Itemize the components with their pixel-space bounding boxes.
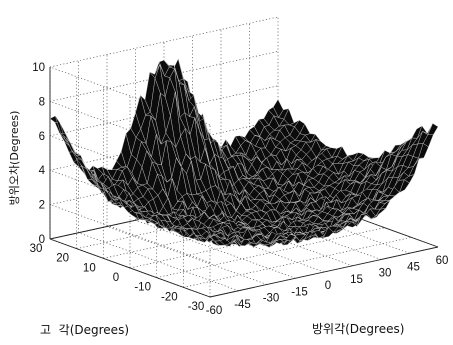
elevation-axis-label: 고 각(Degrees) xyxy=(40,323,129,337)
z-tick-label: 10 xyxy=(32,62,45,74)
z-tick-label: 8 xyxy=(39,96,45,108)
azimuth-tick-label: 15 xyxy=(350,274,363,286)
grid-line xyxy=(135,219,296,279)
azimuth-tick-label: 0 xyxy=(325,280,331,292)
elevation-tick-label: 0 xyxy=(113,272,119,284)
azimuth-tick-label: 45 xyxy=(407,261,420,273)
grid-line xyxy=(49,204,211,263)
z-tick-labels: 0 2 4 6 8 10 xyxy=(32,62,45,246)
azimuth-axis-label: 방위각(Degrees) xyxy=(312,322,404,336)
grid-line xyxy=(78,232,239,292)
elevation-tick-labels: 30 20 10 0 -10 -20 -30 xyxy=(30,243,205,313)
azimuth-tick-label: 30 xyxy=(379,268,392,280)
azimuth-tick-label: -15 xyxy=(291,286,308,298)
axis-edge xyxy=(209,246,439,298)
azimuth-tick-label: 60 xyxy=(436,255,449,267)
elevation-tick-label: 30 xyxy=(30,243,43,255)
azimuth-tick-labels: -60 -45 -30 -15 0 15 30 45 60 xyxy=(206,255,449,317)
elevation-tick-label: -30 xyxy=(188,301,205,313)
grid-line xyxy=(156,227,385,279)
elevation-tick-label: 20 xyxy=(56,253,69,265)
grid-line xyxy=(183,236,412,288)
azimuth-tick-label: -45 xyxy=(234,299,251,311)
axis-edge xyxy=(49,238,211,298)
elevation-tick-label: -20 xyxy=(161,291,178,303)
z-tick-label: 0 xyxy=(39,234,45,246)
z-axis-label: 방위오차(Degrees) xyxy=(8,111,21,206)
z-tick-label: 2 xyxy=(39,200,45,212)
surface-mesh xyxy=(49,58,439,248)
grid-line xyxy=(49,16,279,68)
z-tick-label: 4 xyxy=(39,165,46,177)
surface-patch xyxy=(427,123,439,135)
elevation-tick-label: -10 xyxy=(134,282,151,294)
azimuth-tick-label: -60 xyxy=(206,305,223,317)
azimuth-tick-label: -30 xyxy=(263,293,280,305)
z-tick-label: 6 xyxy=(39,131,45,143)
elevation-tick-label: 10 xyxy=(83,262,96,274)
